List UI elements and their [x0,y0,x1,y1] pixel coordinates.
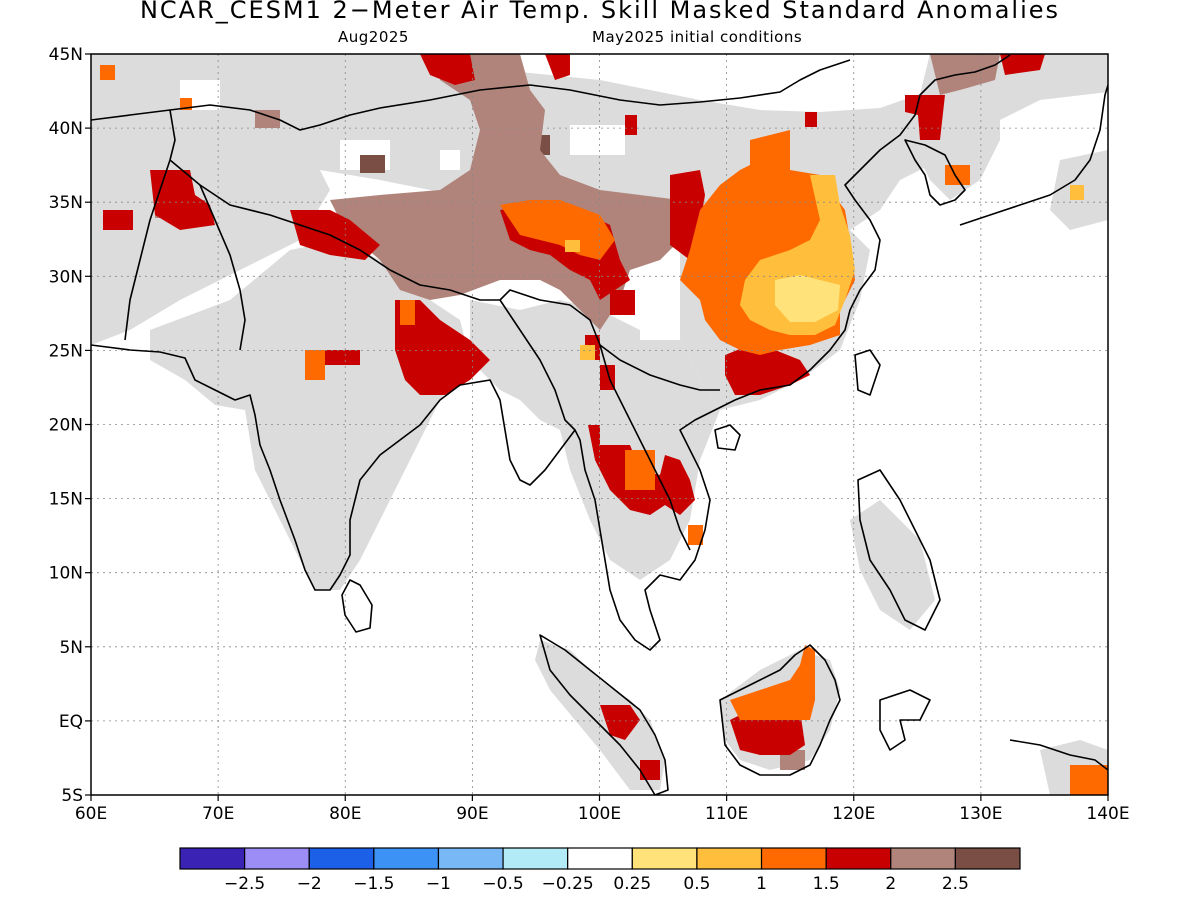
coastline-sulawesi [879,689,931,751]
lat-tick-label: 5S [61,786,83,806]
colorbar-label: 1.5 [813,874,840,894]
colorbar-label: −1.5 [353,874,394,894]
colorbar-swatch [373,847,440,870]
colorbar-label: −1 [426,874,451,894]
colorbar-swatch [890,847,956,870]
colorbar-label: −0.5 [482,874,523,894]
colorbar-label: 2 [885,874,896,894]
border-myanmar [499,299,576,431]
map-title: NCAR_CESM1 2−Meter Air Temp. Skill Maske… [139,0,1061,24]
lon-tick-label: 120E [832,804,875,824]
border-indochina [599,344,691,551]
coastline-korea [904,139,966,206]
border-central-asia [91,99,431,131]
colorbar-swatch [567,847,633,870]
colorbar-label: −0.25 [542,874,594,894]
anomaly-level-1 [775,275,840,322]
lon-tick-label: 110E [705,804,748,824]
colorbar-swatch [502,847,569,870]
longitude-labels: 60E 70E 80E 90E 100E 110E 120E 130E 140E [75,804,1130,824]
colorbar-label: 2.5 [942,874,969,894]
colorbar-swatch [825,847,892,870]
lon-tick-label: 60E [75,804,107,824]
lon-tick-label: 70E [202,804,234,824]
colorbar-swatch [437,847,504,870]
lon-tick-label: 80E [329,804,361,824]
border-iran-afghanistan [124,109,176,341]
initial-conditions: May2025 initial conditions [592,28,803,46]
colorbar-swatch [631,847,698,870]
lat-tick-label: 30N [49,267,83,287]
border-pakistan-india [199,184,246,351]
colorbar-label: 0.25 [613,874,651,894]
masked-region-philippines [850,500,935,630]
lat-tick-label: 45N [49,45,83,65]
colorbar-label: 0.5 [683,874,710,894]
colorbar-swatch [308,847,375,870]
lat-tick-label: 10N [49,564,83,584]
lat-tick-label: 20N [49,416,83,436]
masked-region-india [150,240,470,590]
border-mongolia [429,59,851,106]
colorbar-label: 1 [756,874,767,894]
border-india-north [169,159,571,306]
colorbar-swatch [244,847,310,870]
lon-tick-label: 140E [1086,804,1129,824]
axis-ticks [85,53,1109,801]
coastline-hainan [714,424,741,451]
coastline-arabian-sea [91,54,1011,651]
colorbar-swatch [179,847,246,870]
colorbar: −2.5 −2 −1.5 −1 −0.5 −0.25 0.25 0.5 1 1.5 2 2.5 [179,847,1021,894]
lat-tick-label: 15N [49,490,83,510]
masked-region-sumatra [535,640,665,790]
coastline-borneo [719,644,841,776]
coastline-sri-lanka [341,579,373,633]
coastline-japan [959,84,1108,226]
coastline-philippines [857,469,941,631]
colorbar-swatch [954,847,1021,870]
graticule [91,54,1108,795]
coastline-sumatra [539,634,669,795]
lat-tick-label: 25N [49,341,83,361]
lat-tick-label: EQ [59,712,83,732]
colorbar-label: −2 [297,874,322,894]
lon-tick-label: 90E [456,804,488,824]
target-month: Aug2025 [338,28,409,46]
border-china-south [569,304,720,391]
colorbar-swatch [760,847,827,870]
latitude-labels: 45N 40N 35N 30N 25N 20N 15N 10N 5N EQ 5S [49,45,83,806]
colorbar-label: −2.5 [224,874,265,894]
lon-tick-label: 130E [959,804,1002,824]
colorbar-swatch [696,847,763,870]
lon-tick-label: 100E [578,804,621,824]
coastlines [91,54,1108,795]
coastline-taiwan [854,349,881,396]
lat-tick-label: 35N [49,193,83,213]
lat-tick-label: 40N [49,119,83,139]
coastline-new-guinea [1009,739,1108,771]
lat-tick-label: 5N [59,638,83,658]
